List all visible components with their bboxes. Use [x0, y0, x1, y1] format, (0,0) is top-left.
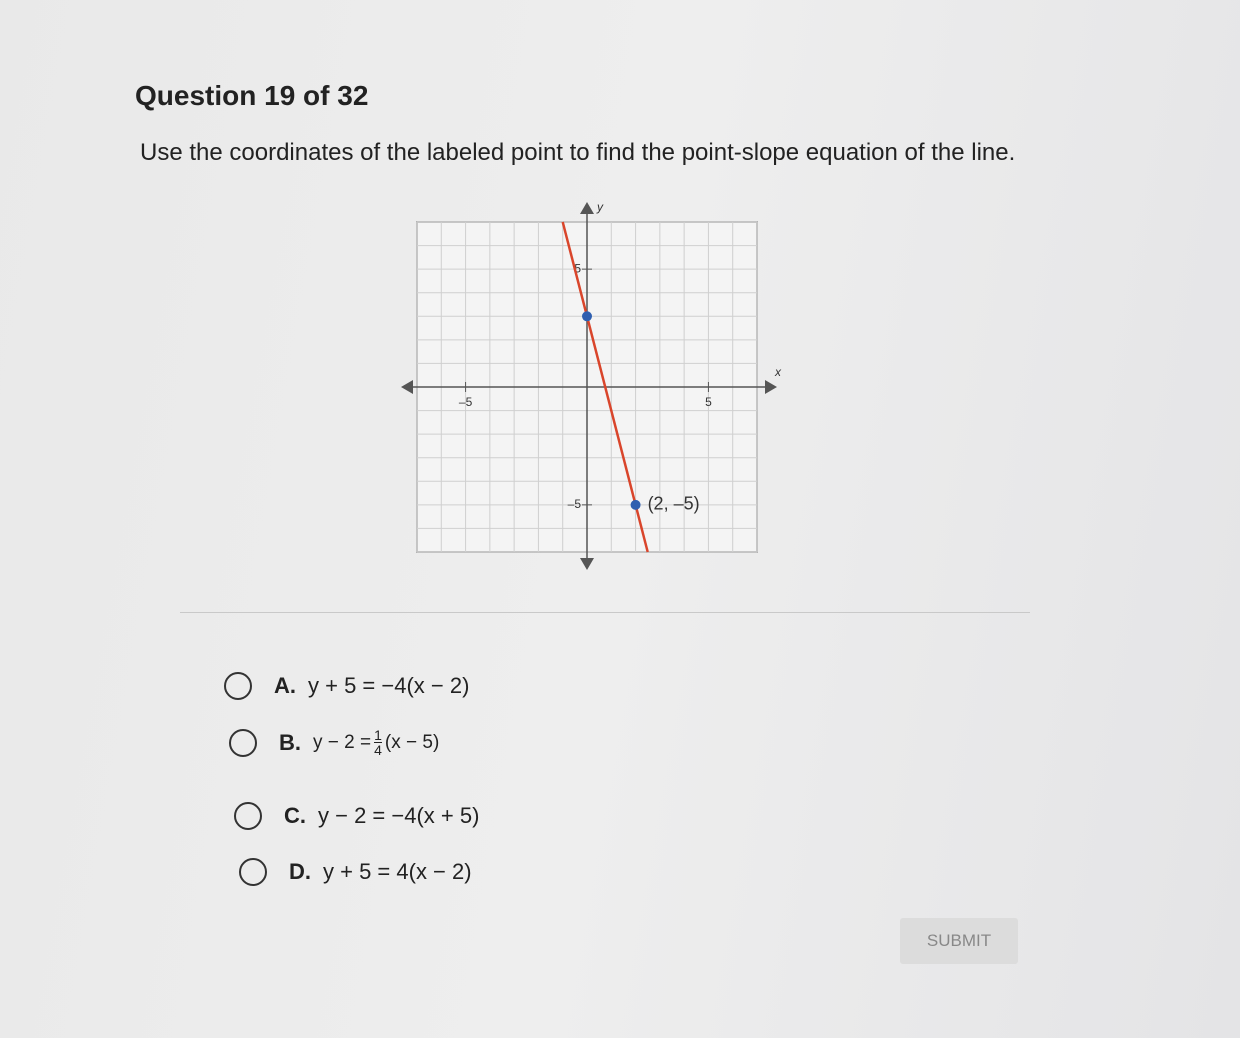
- y-tick-label: 5: [574, 261, 581, 275]
- option[interactable]: C. y − 2 = −4(x + 5): [234, 802, 479, 830]
- radio[interactable]: [234, 802, 262, 830]
- point: [630, 499, 641, 510]
- submit-button[interactable]: SUBMIT: [900, 918, 1018, 964]
- y-tick-label: –5: [568, 497, 582, 511]
- equation: y − 2 = −4(x + 5): [318, 803, 480, 828]
- point: [582, 311, 592, 322]
- option[interactable]: B. y − 2 = 1 4 (x − 5): [229, 728, 439, 757]
- prompt: Use the coordinates of the labeled point…: [140, 139, 1016, 166]
- option-letter: C.: [284, 803, 306, 828]
- x-tick-label: 5: [705, 395, 712, 409]
- x-tick-label: –5: [459, 395, 473, 409]
- y-axis-label: y: [596, 200, 604, 214]
- option-letter: B.: [279, 729, 301, 755]
- question-title: Question 19 of 32: [135, 80, 369, 111]
- option-letter: A.: [274, 673, 296, 698]
- separator: [180, 612, 1030, 613]
- graph: x y –5 5 –5 5 (2, –5): [401, 200, 782, 570]
- point-label: (2, –5): [648, 494, 700, 514]
- option[interactable]: A. y + 5 = −4(x − 2): [224, 672, 469, 700]
- radio[interactable]: [224, 672, 252, 700]
- option[interactable]: D. y + 5 = 4(x − 2): [239, 858, 472, 886]
- equation: y + 5 = 4(x − 2): [323, 859, 472, 884]
- denominator: 4: [374, 742, 382, 758]
- radio[interactable]: [239, 858, 267, 886]
- radio[interactable]: [229, 728, 257, 757]
- option-letter: D.: [289, 859, 311, 884]
- numerator: 1: [374, 727, 382, 743]
- line: [561, 221, 649, 553]
- x-axis-label: x: [774, 365, 782, 379]
- equation: (x − 5): [384, 731, 440, 753]
- equation: y + 5 = −4(x − 2): [308, 673, 470, 698]
- equation: y − 2 =: [313, 731, 372, 753]
